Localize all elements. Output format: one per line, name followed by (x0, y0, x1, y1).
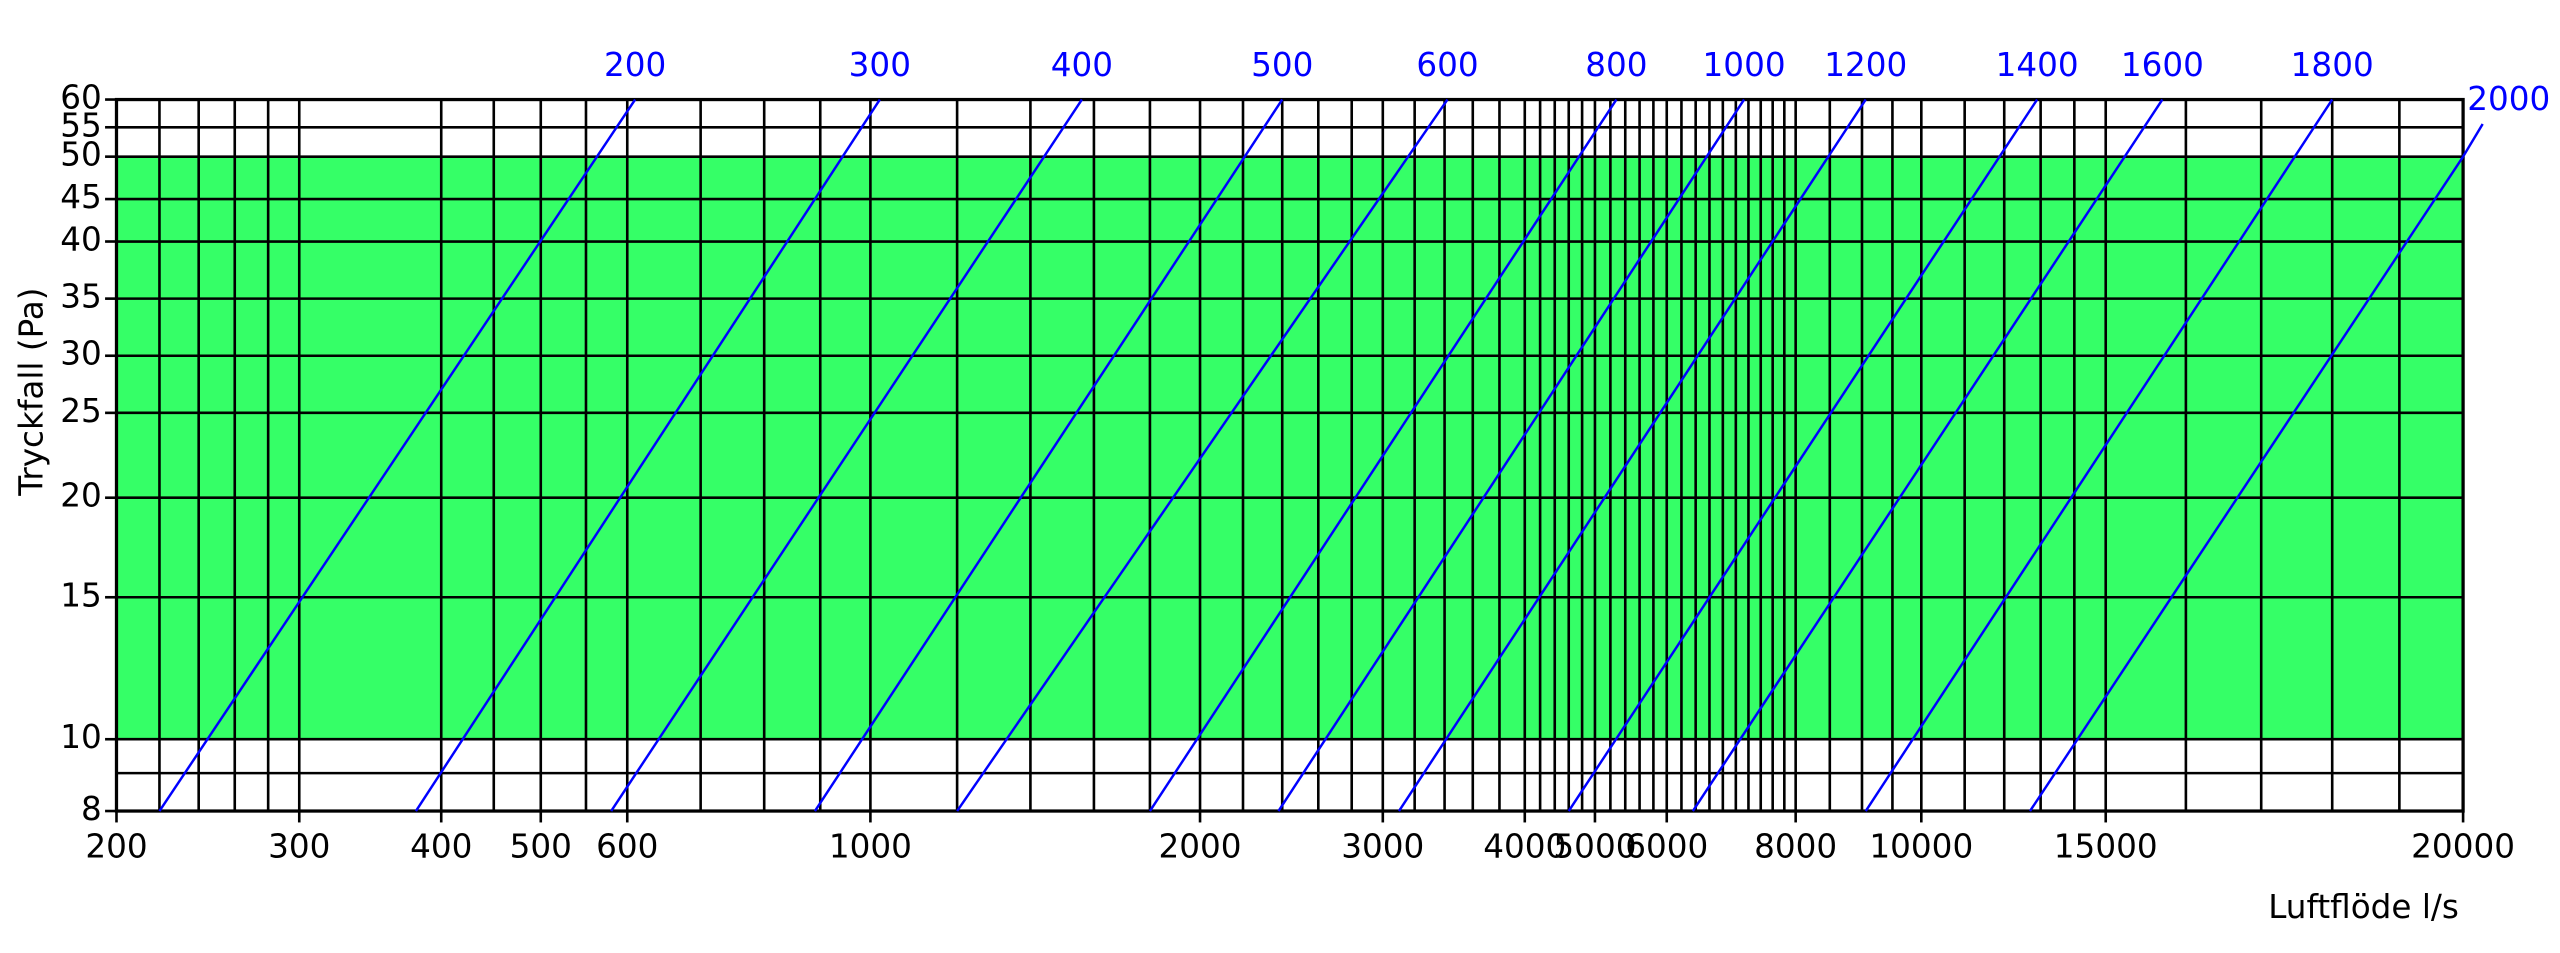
y-tick-label: 40 (60, 221, 102, 259)
y-tick-label: 20 (60, 477, 102, 515)
x-tick-label: 8000 (1754, 828, 1837, 866)
plot-frame (114, 97, 2465, 813)
y-tick-label: 25 (60, 392, 102, 430)
x-tick-label: 10000 (1869, 828, 1973, 866)
line-label: 1000 (1703, 46, 1786, 84)
y-tick-label: 45 (60, 178, 102, 216)
x-tick-label: 600 (596, 828, 658, 866)
duct-line (956, 98, 1449, 812)
line-label: 500 (1251, 46, 1313, 84)
y-tick-label: 35 (60, 278, 102, 316)
y-tick-label: 10 (60, 718, 102, 756)
line-label: 400 (1051, 46, 1113, 84)
x-tick-label: 6000 (1625, 828, 1708, 866)
x-tick-label: 3000 (1341, 828, 1424, 866)
duct-line (813, 98, 1284, 812)
x-tick-label: 15000 (2054, 828, 2158, 866)
x-tick-label: 200 (85, 828, 147, 866)
y-tick-label: 55 (60, 106, 102, 144)
label-leader (2462, 123, 2484, 158)
line-label: 300 (849, 46, 911, 84)
y-axis-label: Tryckfall (Pa) (12, 287, 50, 496)
duct-line (2028, 155, 2465, 812)
duct-line (1864, 98, 2334, 812)
duct-line (610, 98, 1083, 812)
x-tick-label: 20000 (2411, 828, 2515, 866)
duct-line (1277, 98, 1746, 812)
x-tick-label: 1000 (829, 828, 912, 866)
duct-line (1567, 98, 2039, 812)
x-tick-label: 300 (268, 828, 330, 866)
duct-line (1691, 98, 2164, 812)
line-label: 2000 (2467, 80, 2550, 118)
line-label: 1200 (1824, 46, 1907, 84)
x-tick-label: 4000 (1483, 828, 1566, 866)
line-label: 1400 (1996, 46, 2079, 84)
y-tick-label: 30 (60, 335, 102, 373)
band (116, 156, 2464, 740)
line-label: 200 (604, 46, 666, 84)
duct-line (1397, 98, 1867, 812)
line-label: 1800 (2291, 46, 2374, 84)
line-label: 1600 (2121, 46, 2204, 84)
x-tick-label: 5000 (1553, 828, 1636, 866)
x-tick-label: 500 (510, 828, 572, 866)
x-tick-label: 400 (410, 828, 472, 866)
y-tick-label: 60 (60, 79, 102, 117)
y-tick-label: 50 (60, 136, 102, 174)
duct-line (414, 98, 881, 812)
line-label: 800 (1585, 46, 1647, 84)
y-tick-label: 8 (81, 790, 102, 828)
duct-line (158, 98, 637, 812)
duct-line (1148, 98, 1618, 812)
x-axis-label: Luftflöde l/s (2268, 888, 2459, 926)
y-tick-label: 15 (60, 576, 102, 614)
line-label: 600 (1416, 46, 1478, 84)
x-tick-label: 2000 (1159, 828, 1242, 866)
